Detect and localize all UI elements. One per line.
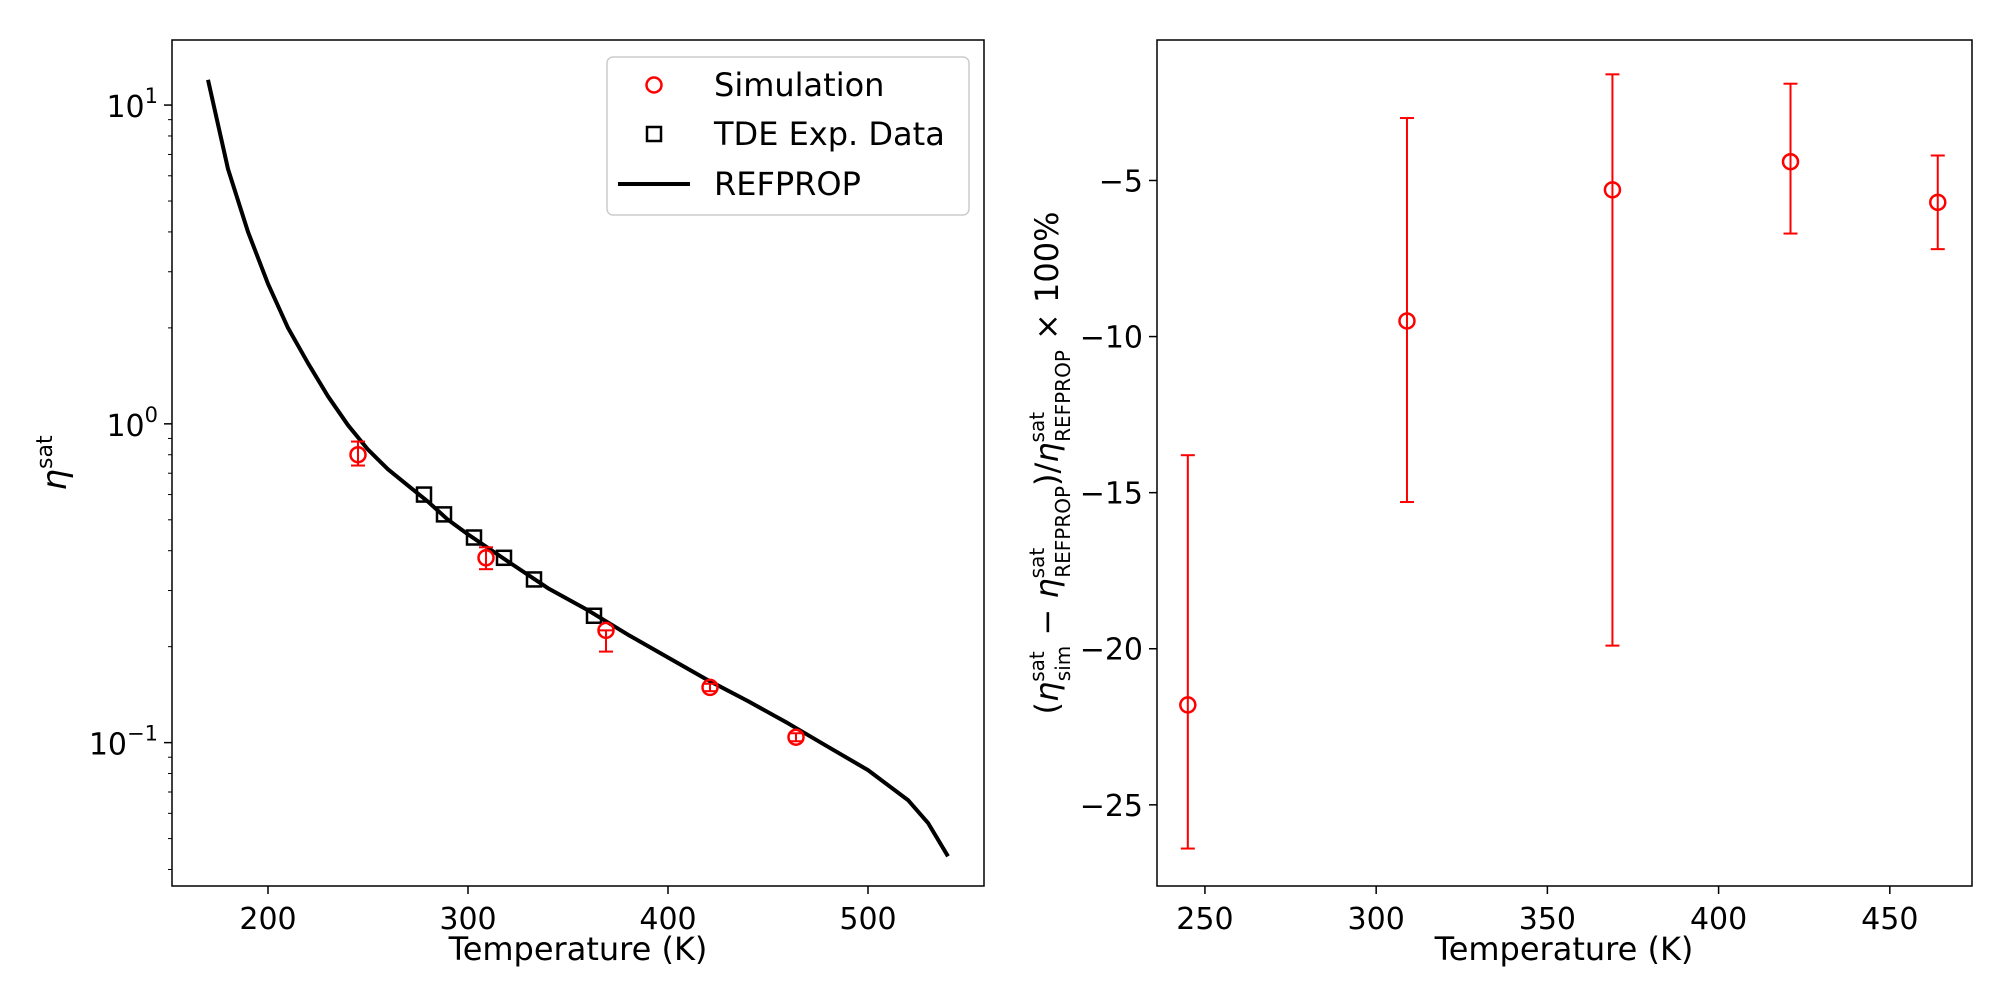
left-y-tick-base: 10 xyxy=(89,728,127,763)
right-x-tick-label: 400 xyxy=(1690,902,1747,937)
rl-close: ) xyxy=(1028,474,1066,486)
legend: Simulation TDE Exp. Data REFPROP xyxy=(606,56,970,216)
legend-label-tde: TDE Exp. Data xyxy=(713,115,945,153)
left-x-tick-label: 200 xyxy=(239,902,296,937)
legend-marker-tde xyxy=(645,125,663,143)
tde-point xyxy=(435,506,453,523)
y-label-eta: η xyxy=(35,469,75,491)
left-y-tick-exponent: 1 xyxy=(145,84,158,108)
rl-sat-2: sat xyxy=(1025,548,1049,579)
right-y-tick-label: −25 xyxy=(1080,789,1143,824)
left-x-axis-label: Temperature (K) xyxy=(448,930,708,968)
deviation-point xyxy=(1929,193,1947,212)
simulation-point xyxy=(787,728,805,746)
left-y-axis-label: ηsat xyxy=(33,435,75,491)
right-x-tick-label: 450 xyxy=(1861,902,1918,937)
right-plot-frame xyxy=(1156,39,1973,887)
rl-sim: sim xyxy=(1051,646,1075,681)
tde-point xyxy=(585,607,603,625)
right-x-ticks: 250 300 350 400 450 xyxy=(1176,886,1918,937)
rl-ref-2: REFPROP xyxy=(1051,350,1075,442)
right-chart-panel: 250 300 350 400 450 −5 −10 −15 −20 −25 Temperatu… xyxy=(1025,39,1973,968)
rl-minus: − xyxy=(1028,599,1066,646)
deviation-point xyxy=(1781,152,1800,171)
rl-eta-1: η xyxy=(1028,682,1066,702)
legend-label-simulation: Simulation xyxy=(714,66,884,104)
right-y-tick-label: −5 xyxy=(1099,164,1143,199)
rl-eta-3: η xyxy=(1028,442,1066,462)
right-y-ticks: −5 −10 −15 −20 −25 xyxy=(1080,164,1157,824)
rl-slash: / xyxy=(1028,463,1066,474)
left-x-ticks: 200 300 400 500 xyxy=(239,886,897,937)
legend-marker-simulation xyxy=(645,76,663,94)
svg-text:ηsat: ηsat xyxy=(33,435,75,491)
tde-point xyxy=(465,529,483,546)
right-y-axis-label: (ηsat sim − ηsat REFPROP)/ηsat REFPROP × 10… xyxy=(1025,211,1075,714)
legend-label-refprop: REFPROP xyxy=(714,165,861,203)
simulation-point xyxy=(597,621,615,640)
rl-eta-2: η xyxy=(1028,578,1066,598)
tde-point xyxy=(415,486,433,503)
right-x-tick-label: 350 xyxy=(1519,902,1576,937)
left-x-tick-label: 500 xyxy=(839,902,896,937)
simulation-point xyxy=(701,678,719,697)
left-x-tick-label: 400 xyxy=(639,902,696,937)
rl-times: × 100% xyxy=(1028,211,1066,350)
rl-sat-3: sat xyxy=(1025,412,1049,443)
left-y-tick-base: 10 xyxy=(106,90,144,125)
right-y-tick-label: −20 xyxy=(1080,633,1143,668)
left-y-tick-label: 10−1 xyxy=(89,722,158,763)
deviation-point xyxy=(1603,181,1622,199)
left-y-tick-label: 100 xyxy=(106,403,158,444)
simulation-points-group xyxy=(349,440,805,746)
right-y-tick-label: −10 xyxy=(1080,321,1143,356)
legend-box xyxy=(606,56,970,216)
deviation-points-group xyxy=(1179,73,1947,850)
left-y-tick-exponent: −1 xyxy=(127,722,158,746)
rl-sat-1: sat xyxy=(1025,651,1049,682)
tde-points-group xyxy=(415,486,603,625)
left-x-tick-label: 300 xyxy=(439,902,496,937)
left-y-tick-label: 101 xyxy=(106,84,158,125)
left-y-tick-exponent: 0 xyxy=(145,403,158,427)
right-x-tick-label: 250 xyxy=(1176,902,1233,937)
tde-point xyxy=(525,571,543,588)
right-y-tick-label: −15 xyxy=(1080,477,1143,512)
rl-ref-1: REFPROP xyxy=(1051,486,1075,578)
y-label-sat: sat xyxy=(33,435,58,469)
right-x-tick-label: 300 xyxy=(1348,902,1405,937)
simulation-point xyxy=(477,549,495,567)
tde-point xyxy=(495,549,513,567)
deviation-point xyxy=(1398,312,1416,330)
simulation-point xyxy=(349,445,367,464)
rl-open: ( xyxy=(1028,702,1066,714)
right-x-axis-label: Temperature (K) xyxy=(1434,930,1694,968)
left-plot-frame xyxy=(171,39,985,887)
deviation-point xyxy=(1179,696,1197,714)
left-y-tick-base: 10 xyxy=(106,409,144,444)
